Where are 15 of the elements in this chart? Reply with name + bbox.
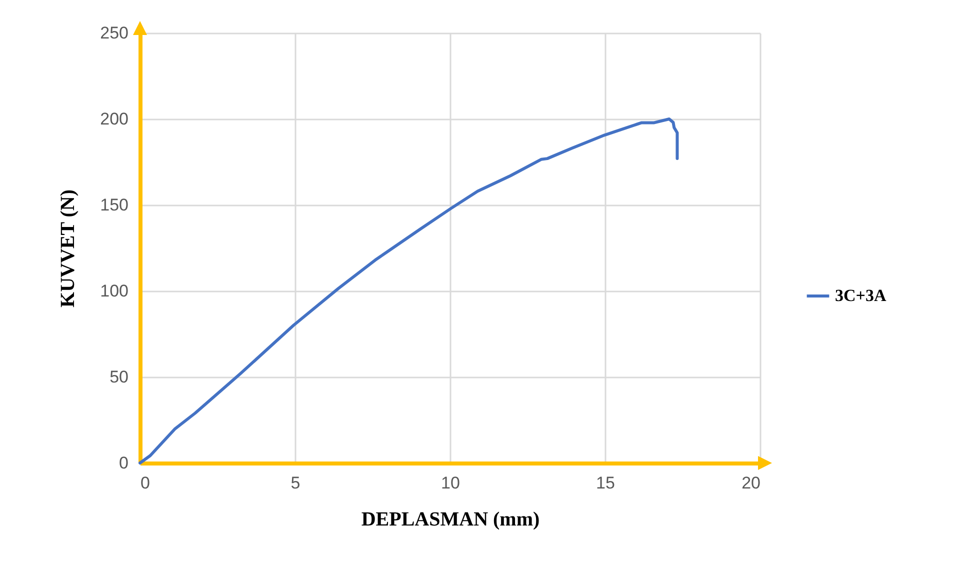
y-tick-label: 200 bbox=[100, 110, 128, 128]
x-tick-label: 5 bbox=[290, 474, 300, 492]
legend-label: 3C+3A bbox=[835, 286, 887, 305]
x-tick-label: 15 bbox=[596, 474, 615, 492]
y-tick-label: 100 bbox=[100, 282, 128, 300]
x-tick-label: 20 bbox=[742, 474, 760, 492]
x-tick-label: 10 bbox=[441, 474, 460, 492]
x-axis-title: DEPLASMAN (mm) bbox=[361, 508, 540, 530]
y-axis-title: KUVVET (N) bbox=[57, 190, 80, 308]
y-tick-label: 50 bbox=[110, 368, 128, 386]
line-series bbox=[138, 118, 679, 464]
y-tick-label: 0 bbox=[119, 454, 128, 472]
y-tick-label: 150 bbox=[100, 196, 128, 214]
y-tick-label: 250 bbox=[100, 24, 128, 42]
x-tick-label: 0 bbox=[140, 474, 150, 492]
